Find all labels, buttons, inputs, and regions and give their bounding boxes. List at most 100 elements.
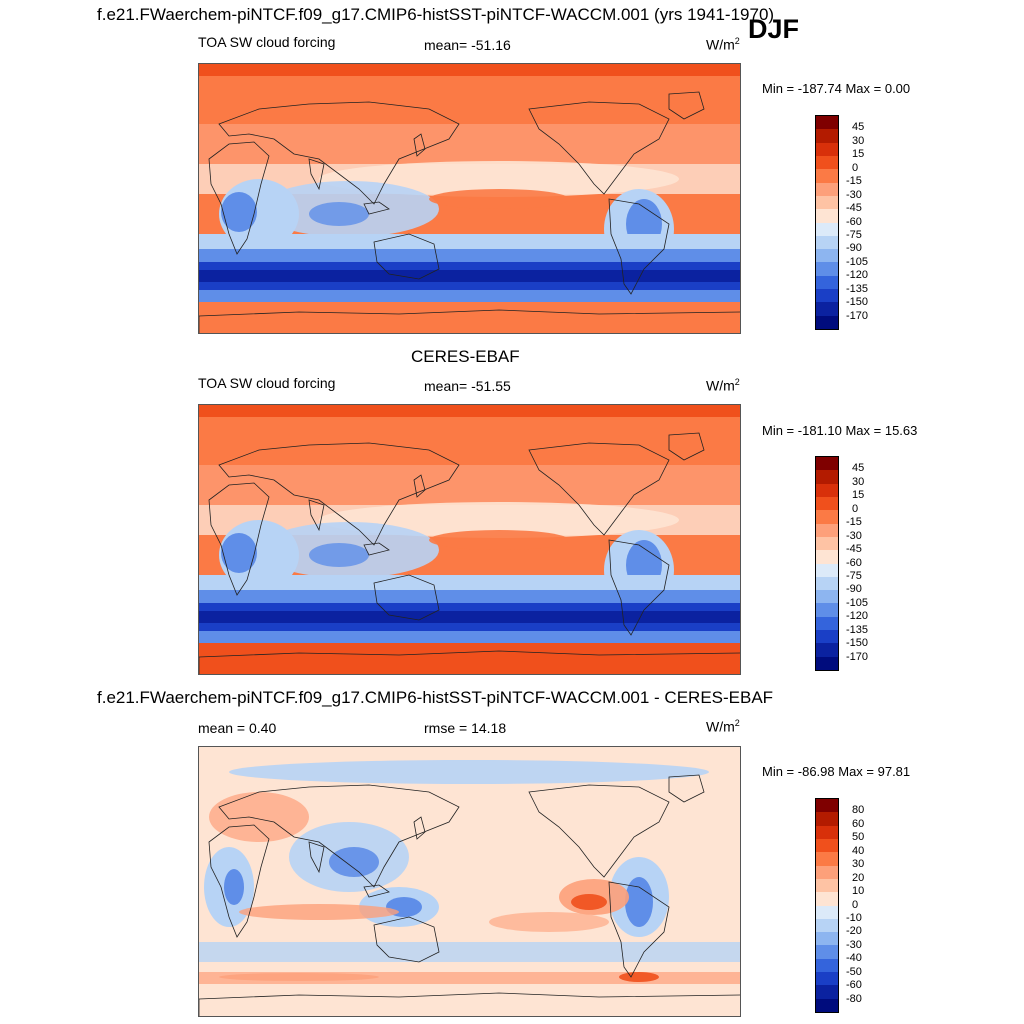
- colorbar-tick-label: -105: [846, 255, 869, 268]
- field-band: [199, 124, 740, 164]
- colorbar-tick-label: -20: [846, 925, 862, 938]
- colorbar-tick-label: -75: [846, 228, 862, 241]
- coastline: [608, 539, 670, 636]
- field-band: [199, 611, 740, 623]
- field-band: [199, 405, 740, 417]
- colorbar-swatch: [816, 483, 838, 497]
- colorbar-tick-label: 15: [852, 148, 865, 161]
- coastline: [199, 650, 740, 674]
- coastline: [308, 158, 325, 191]
- coastline: [668, 432, 705, 461]
- colorbar-tick-label: -90: [846, 242, 862, 255]
- field-blob: [625, 877, 653, 927]
- colorbar-tick-label: 45: [852, 462, 865, 475]
- colorbar-swatch: [816, 812, 838, 826]
- field-blob: [571, 894, 607, 910]
- colorbar-tick-label: -40: [846, 952, 862, 965]
- coastline: [199, 309, 740, 333]
- colorbar-tick-label: -60: [846, 979, 862, 992]
- colorbar-swatch: [816, 865, 838, 879]
- colorbar-tick-label: -170: [846, 309, 869, 322]
- colorbar-tick-label: 40: [852, 844, 865, 857]
- colorbar-swatch: [816, 262, 838, 276]
- colorbar-swatch: [816, 799, 838, 813]
- colorbar-swatch: [816, 315, 838, 329]
- colorbar-tick-label: 10: [852, 885, 865, 898]
- colorbar-tick-label: -150: [846, 296, 869, 309]
- panel1-title: f.e21.FWaerchem-piNTCF.f09_g17.CMIP6-his…: [97, 5, 775, 24]
- colorbar-swatch: [816, 563, 838, 577]
- colorbar-tick-label: 60: [852, 817, 865, 830]
- coastline: [218, 101, 460, 205]
- coastline: [528, 101, 670, 195]
- colorbar-tick-label: 30: [852, 134, 865, 147]
- colorbar-tick-label: -135: [846, 282, 869, 295]
- panel1-variable-label: TOA SW cloud forcing: [198, 34, 336, 50]
- map-plot: [199, 64, 740, 333]
- coastline: [608, 198, 670, 295]
- colorbar-tick-label: -50: [846, 965, 862, 978]
- colorbar-swatch: [816, 496, 838, 511]
- colorbar-swatch: [816, 289, 838, 303]
- colorbar-tick-label: 0: [852, 502, 859, 515]
- colorbar-tick-label: -15: [846, 516, 862, 529]
- colorbar-swatch: [816, 905, 838, 919]
- colorbar-tick-label: -120: [846, 269, 869, 282]
- panel3-map: [198, 746, 741, 1017]
- colorbar-swatch: [816, 195, 838, 210]
- field-blob: [429, 530, 569, 550]
- field-band: [199, 64, 740, 76]
- colorbar-swatch: [816, 825, 838, 839]
- coastline: [413, 816, 426, 840]
- colorbar-swatch: [816, 510, 838, 524]
- field-band: [199, 465, 740, 505]
- colorbar-tick-label: -30: [846, 188, 862, 201]
- colorbar-swatch: [816, 603, 838, 617]
- field-blob: [219, 973, 379, 981]
- field-blob: [489, 912, 609, 932]
- colorbar-swatch: [816, 142, 838, 156]
- colorbar-tick-label: 30: [852, 858, 865, 871]
- panel2-map: [198, 404, 741, 675]
- colorbar-swatch: [816, 536, 838, 551]
- colorbar-swatch: [816, 892, 838, 906]
- colorbar-tick-label: -90: [846, 583, 862, 596]
- colorbar-swatch: [816, 302, 838, 316]
- field-blob: [224, 869, 244, 905]
- field-blob: [221, 192, 257, 232]
- field-blob: [309, 202, 369, 226]
- colorbar-swatch: [816, 129, 838, 143]
- colorbar-swatch: [816, 275, 838, 290]
- colorbar-tick-label: -60: [846, 215, 862, 228]
- panel3-mean-label: mean = 0.40: [198, 720, 277, 736]
- panel2-title: CERES-EBAF: [411, 347, 520, 366]
- colorbar-tick-label: 0: [852, 898, 859, 911]
- panel3-title: f.e21.FWaerchem-piNTCF.f09_g17.CMIP6-his…: [97, 688, 774, 707]
- field-blob: [239, 904, 399, 920]
- colorbar-swatch: [816, 209, 838, 223]
- coastline: [413, 474, 426, 498]
- field-blob: [319, 502, 679, 538]
- colorbar-tick-label: 15: [852, 489, 865, 502]
- colorbar-tick-label: -10: [846, 911, 862, 924]
- colorbar-swatch: [816, 998, 838, 1012]
- coastline: [308, 499, 325, 532]
- colorbar-tick-label: -15: [846, 175, 862, 188]
- colorbar-swatch: [816, 656, 838, 670]
- panel1-units: W/m2: [706, 36, 740, 53]
- panel2-variable-label: TOA SW cloud forcing: [198, 375, 336, 391]
- coastline: [208, 482, 270, 596]
- field-blob: [329, 847, 379, 877]
- field-band: [199, 290, 740, 302]
- colorbar-swatch: [816, 155, 838, 170]
- field-band: [199, 631, 740, 643]
- panel1-map: [198, 63, 741, 334]
- panel1-colorbar: [815, 115, 839, 330]
- colorbar-tick-label: -80: [846, 992, 862, 1005]
- colorbar-swatch: [816, 852, 838, 866]
- colorbar-tick-label: -30: [846, 938, 862, 951]
- coastline: [208, 824, 270, 938]
- colorbar-swatch: [816, 116, 838, 130]
- field-band: [199, 249, 740, 264]
- colorbar-swatch: [816, 985, 838, 999]
